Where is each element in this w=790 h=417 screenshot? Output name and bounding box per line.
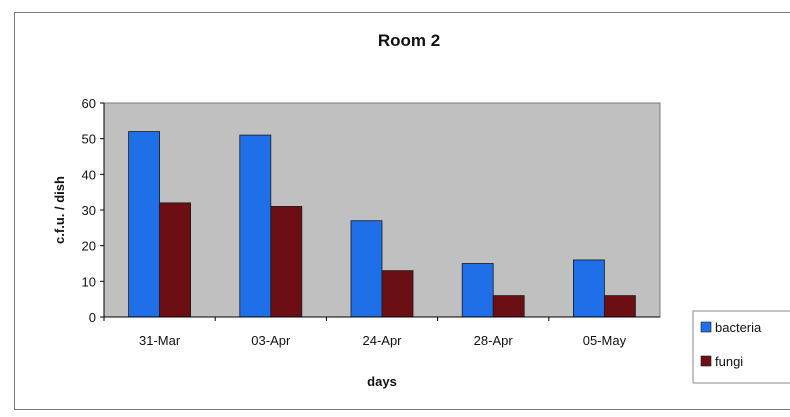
x-tick-label: 03-Apr [251, 333, 291, 348]
y-tick-label: 40 [82, 167, 96, 182]
y-tick-label: 0 [89, 310, 96, 325]
x-axis-label: days [367, 374, 397, 389]
bar-fungi-05-May [604, 296, 635, 317]
bar-bacteria-05-May [573, 260, 604, 317]
bar-bacteria-28-Apr [462, 264, 493, 318]
bar-fungi-31-Mar [160, 203, 191, 317]
bar-fungi-24-Apr [382, 271, 413, 317]
legend-swatch-bacteria [701, 322, 711, 332]
x-axis-ticks: 31-Mar 03-Apr 24-Apr 28-Apr 05-May [104, 317, 627, 348]
x-tick-label: 05-May [583, 333, 627, 348]
y-axis-label: c.f.u. / dish [52, 176, 67, 244]
y-tick-label: 10 [82, 274, 96, 289]
y-tick-label: 30 [82, 203, 96, 218]
bar-fungi-28-Apr [493, 296, 524, 317]
bar-bacteria-31-Mar [129, 132, 160, 317]
x-tick-label: 28-Apr [474, 333, 514, 348]
bar-bacteria-03-Apr [240, 135, 271, 317]
y-tick-label: 60 [82, 96, 96, 111]
bar-bacteria-24-Apr [351, 221, 382, 317]
legend-label-fungi: fungi [715, 354, 743, 369]
bar-fungi-03-Apr [271, 206, 302, 317]
chart-title: Room 2 [378, 31, 440, 50]
legend-label-bacteria: bacteria [715, 320, 762, 335]
y-tick-label: 20 [82, 239, 96, 254]
x-tick-label: 31-Mar [139, 333, 181, 348]
legend-swatch-fungi [701, 356, 711, 366]
y-axis-ticks: 0 10 20 30 40 50 60 [82, 96, 104, 325]
y-tick-label: 50 [82, 132, 96, 147]
x-tick-label: 24-Apr [362, 333, 402, 348]
legend: bacteria fungi [693, 311, 790, 383]
